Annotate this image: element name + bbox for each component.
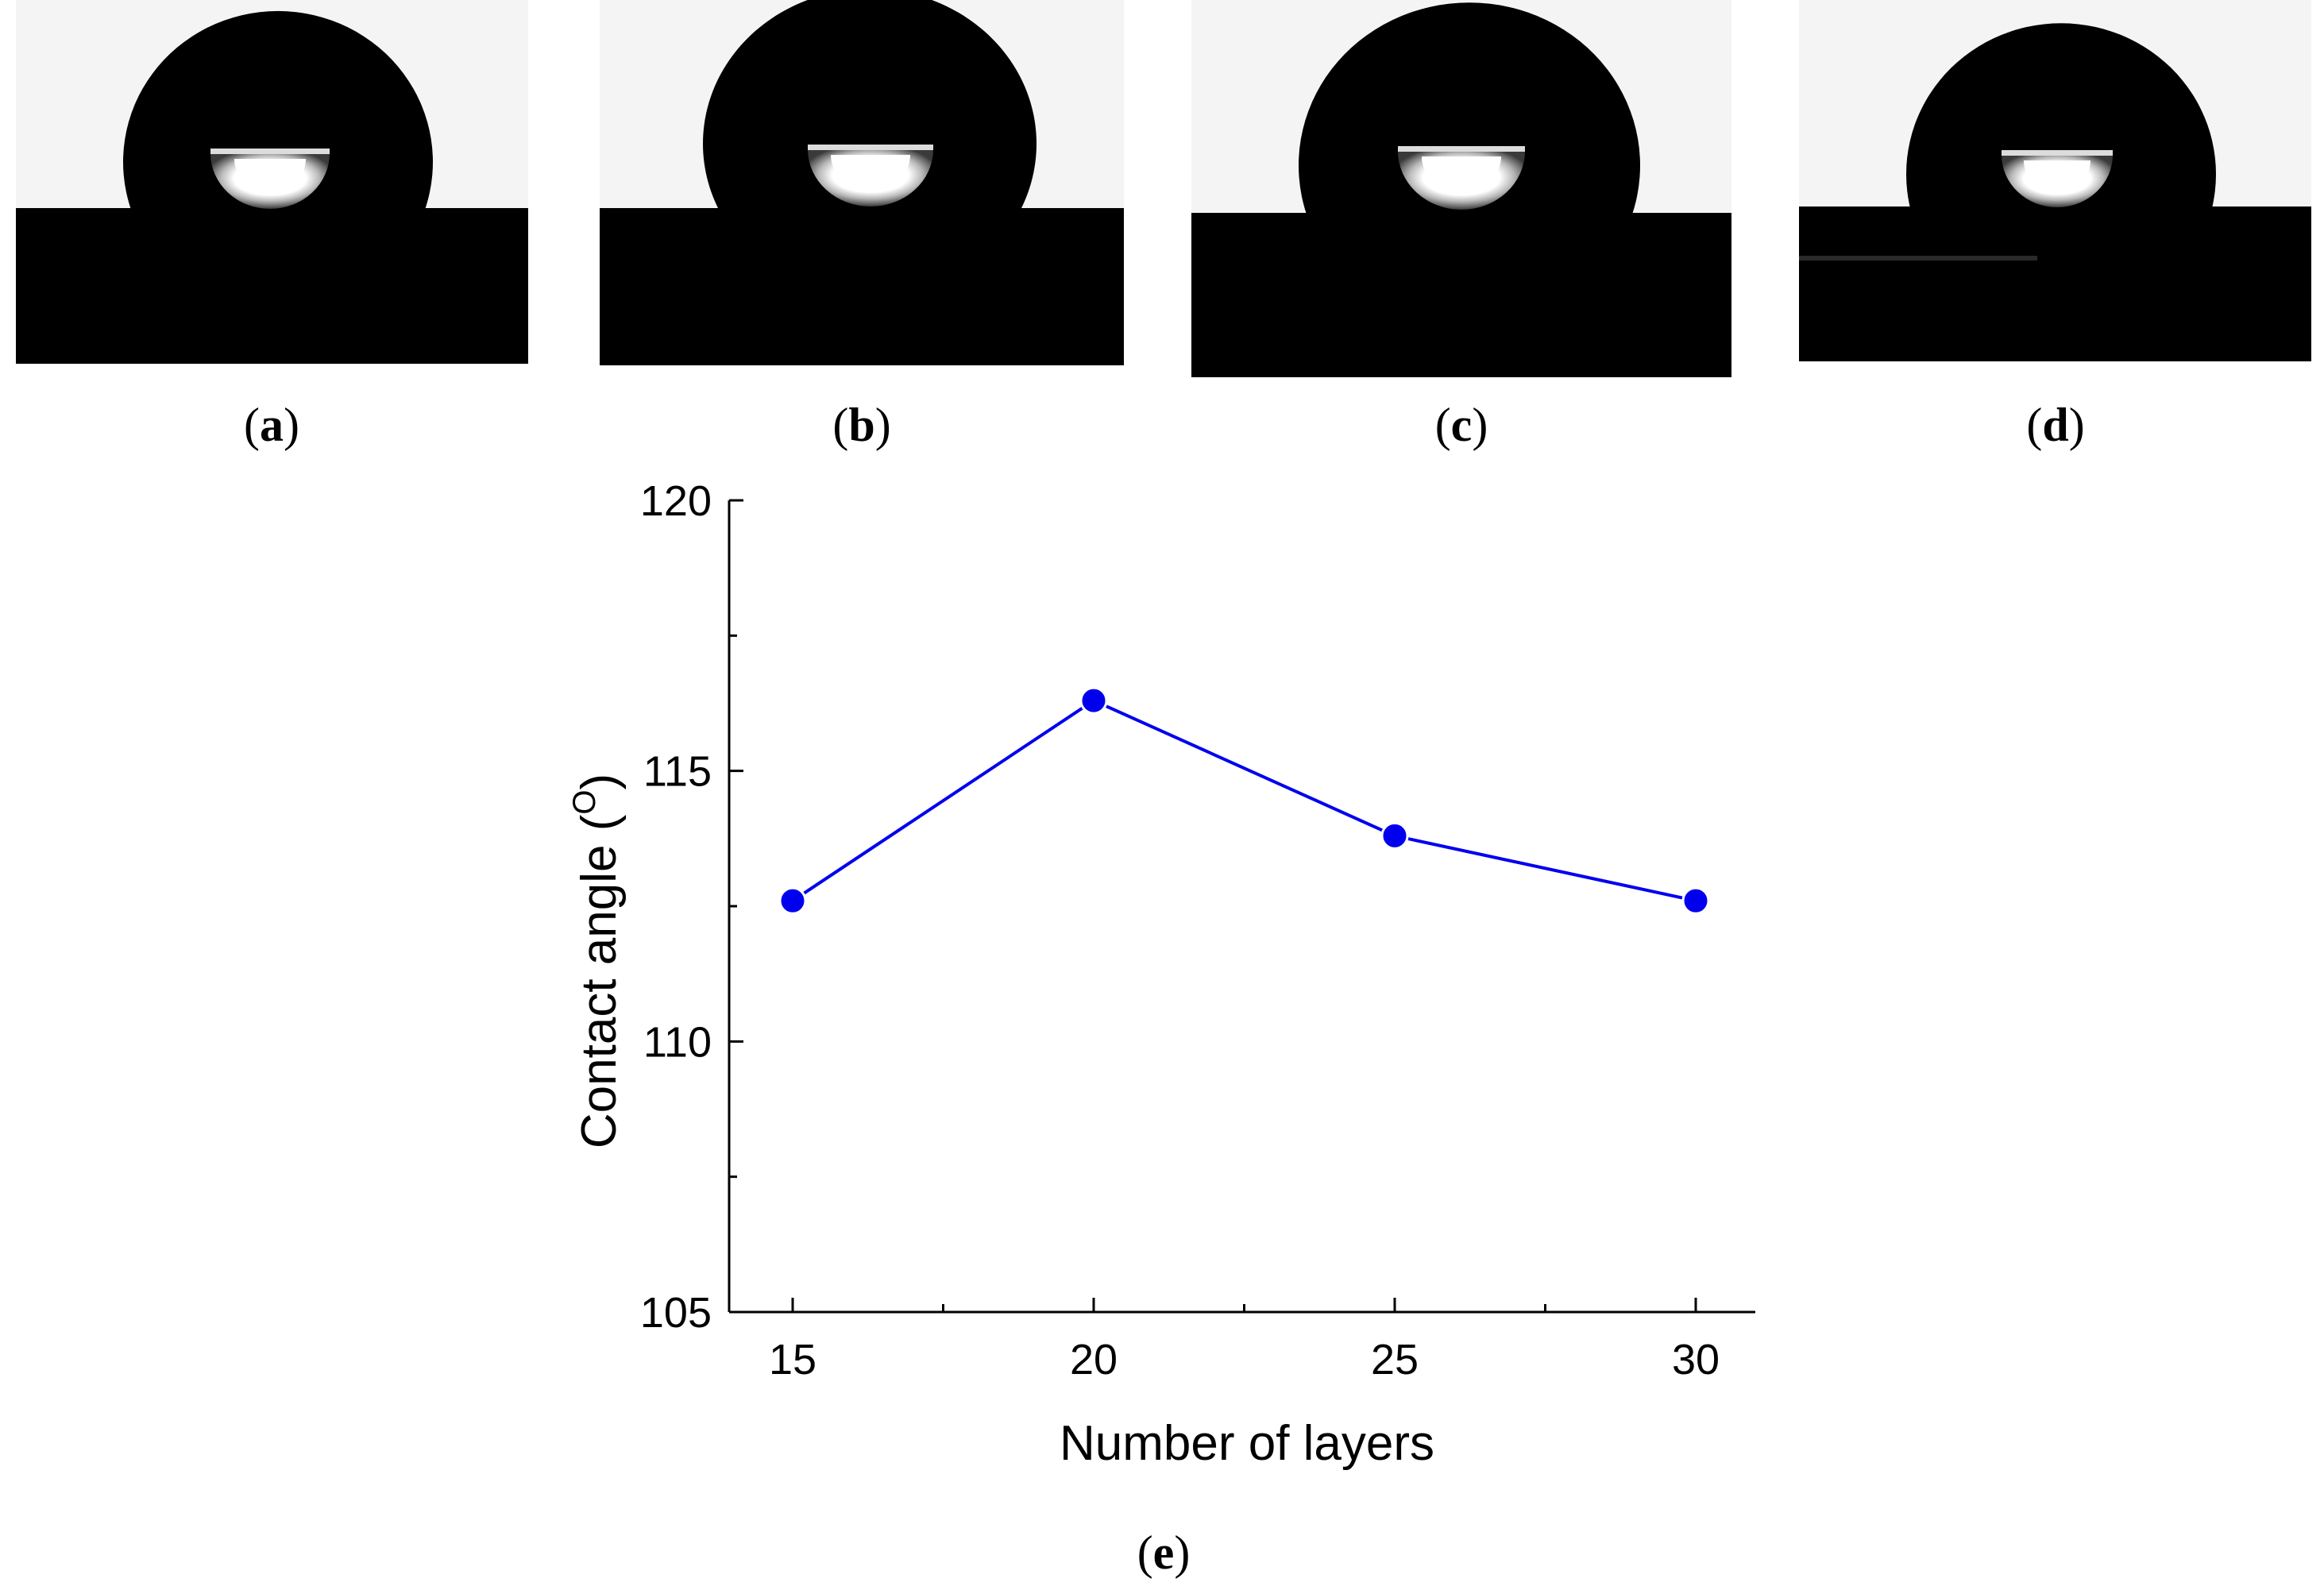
x-axis-label: Number of layers <box>1060 1416 1434 1471</box>
panel-label-a: (a) <box>244 399 299 451</box>
panel-label-d: (d) <box>2026 399 2084 451</box>
x-tick-label-25: 25 <box>1371 1336 1419 1384</box>
y-axis-label-close: ) <box>572 774 627 790</box>
panel-label-c: (c) <box>1435 399 1488 451</box>
x-tick-label-15: 15 <box>769 1336 816 1384</box>
data-point-15 <box>778 886 807 915</box>
y-axis-label-sup: O <box>567 790 602 815</box>
chart-tick-labels: 15 20 25 30 105 110 115 120 <box>640 477 1720 1384</box>
y-tick-label-120: 120 <box>640 477 712 525</box>
data-point-30 <box>1681 886 1710 915</box>
chart-axes <box>728 500 1755 1314</box>
panel-label-b: (b) <box>832 399 890 451</box>
series-line <box>791 698 1697 903</box>
y-tick-label-110: 110 <box>643 1018 712 1066</box>
y-axis-label-main: Contact angle ( <box>572 814 627 1148</box>
panel-label-e: (e) <box>1137 1526 1191 1579</box>
x-tick-label-30: 30 <box>1672 1336 1720 1384</box>
droplet-photo-b <box>600 0 1124 365</box>
chart-ticks <box>729 499 1697 1314</box>
data-point-25 <box>1380 821 1409 850</box>
chart-series <box>778 686 1710 915</box>
y-tick-label-115: 115 <box>643 748 712 796</box>
droplet-photo-a <box>16 0 528 364</box>
y-axis-label: Contact angle (O) <box>567 774 627 1148</box>
contact-angle-chart: 15 20 25 30 105 110 115 120 Number of layers Co… <box>567 477 1755 1471</box>
data-point-20 <box>1079 686 1108 715</box>
droplet-photo-c <box>1191 0 1731 377</box>
x-tick-label-20: 20 <box>1070 1336 1118 1384</box>
y-tick-label-105: 105 <box>640 1289 712 1337</box>
droplet-photo-d <box>1799 0 2311 361</box>
